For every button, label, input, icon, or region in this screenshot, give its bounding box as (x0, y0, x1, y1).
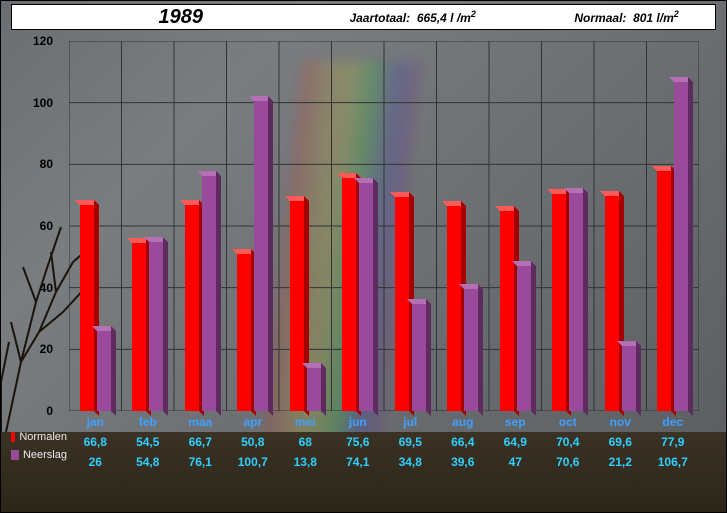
bar (622, 346, 636, 411)
data-cell: 75,6 (332, 435, 385, 449)
data-cell: 26 (69, 455, 122, 469)
plot-area (69, 41, 699, 411)
chart-title: 1989 (12, 6, 349, 29)
bar (202, 176, 216, 411)
bar (359, 183, 373, 411)
bar (517, 266, 531, 411)
x-label: oct (542, 415, 595, 429)
bar (132, 243, 146, 411)
legend: Normalen Neerslag (11, 431, 67, 467)
data-cell: 70,6 (542, 455, 595, 469)
data-cell: 47 (489, 455, 542, 469)
jaartotaal-label: Jaartotaal: 665,4 l /m2 (349, 9, 574, 25)
data-cell: 50,8 (227, 435, 280, 449)
data-cell: 69,6 (594, 435, 647, 449)
data-cell: 68 (279, 435, 332, 449)
data-cell: 100,7 (227, 455, 280, 469)
legend-label-normalen: Normalen (19, 431, 67, 443)
data-cell: 54,8 (122, 455, 175, 469)
bar (464, 289, 478, 411)
bar (569, 193, 583, 411)
x-label: feb (122, 415, 175, 429)
x-label: sep (489, 415, 542, 429)
data-cell: 70,4 (542, 435, 595, 449)
bar (552, 194, 566, 411)
y-axis: 020406080100120 (1, 41, 61, 411)
legend-label-neerslag: Neerslag (23, 449, 67, 461)
bar (237, 254, 251, 411)
normaal-label: Normaal: 801 l/m2 (574, 9, 715, 25)
bar (447, 206, 461, 411)
data-cell: 66,4 (437, 435, 490, 449)
bars-container (69, 41, 699, 411)
bar (395, 197, 409, 411)
data-row-neerslag: 2654,876,1100,713,874,134,839,64770,621,… (69, 455, 699, 469)
bar (254, 101, 268, 411)
y-tick-label: 40 (40, 281, 53, 295)
bar (342, 178, 356, 411)
x-axis-labels: janfebmaaaprmeijunjulaugsepoctnovdec (69, 415, 699, 429)
data-cell: 54,5 (122, 435, 175, 449)
x-label: mei (279, 415, 332, 429)
y-tick-label: 60 (40, 219, 53, 233)
data-cell: 66,7 (174, 435, 227, 449)
bar (412, 304, 426, 411)
x-label: aug (437, 415, 490, 429)
data-cell: 64,9 (489, 435, 542, 449)
bar (500, 211, 514, 411)
data-row-normalen: 66,854,566,750,86875,669,566,464,970,469… (69, 435, 699, 449)
data-cell: 13,8 (279, 455, 332, 469)
data-cell: 76,1 (174, 455, 227, 469)
y-tick-label: 80 (40, 157, 53, 171)
data-cell: 21,2 (594, 455, 647, 469)
data-cell: 34,8 (384, 455, 437, 469)
bar (97, 331, 111, 411)
x-label: jun (332, 415, 385, 429)
x-label: nov (594, 415, 647, 429)
chart-window: 1989 Jaartotaal: 665,4 l /m2 Normaal: 80… (0, 0, 727, 513)
x-label: dec (647, 415, 700, 429)
x-label: maa (174, 415, 227, 429)
bar (605, 196, 619, 411)
bar (185, 205, 199, 411)
bar (80, 205, 94, 411)
x-label: apr (227, 415, 280, 429)
bar (149, 242, 163, 411)
bar (674, 82, 688, 411)
legend-item-neerslag: Neerslag (11, 449, 67, 461)
bar (657, 171, 671, 411)
bar (307, 368, 321, 411)
y-tick-label: 0 (46, 404, 53, 418)
data-cell: 66,8 (69, 435, 122, 449)
data-cell: 77,9 (647, 435, 700, 449)
x-label: jan (69, 415, 122, 429)
data-cell: 106,7 (647, 455, 700, 469)
legend-item-normalen: Normalen (11, 431, 67, 443)
data-cell: 39,6 (437, 455, 490, 469)
chart-header: 1989 Jaartotaal: 665,4 l /m2 Normaal: 80… (11, 4, 716, 30)
y-tick-label: 20 (40, 342, 53, 356)
y-tick-label: 120 (33, 34, 53, 48)
data-cell: 74,1 (332, 455, 385, 469)
data-cell: 69,5 (384, 435, 437, 449)
x-label: jul (384, 415, 437, 429)
bar (290, 201, 304, 411)
legend-swatch-normalen (11, 432, 15, 442)
y-tick-label: 100 (33, 96, 53, 110)
legend-swatch-neerslag (11, 450, 19, 460)
